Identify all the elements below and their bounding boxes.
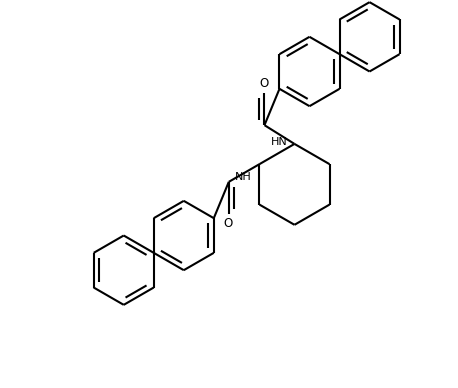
Text: O: O xyxy=(223,217,233,230)
Text: HN: HN xyxy=(271,137,288,147)
Text: NH: NH xyxy=(235,172,252,182)
Text: O: O xyxy=(259,77,268,90)
